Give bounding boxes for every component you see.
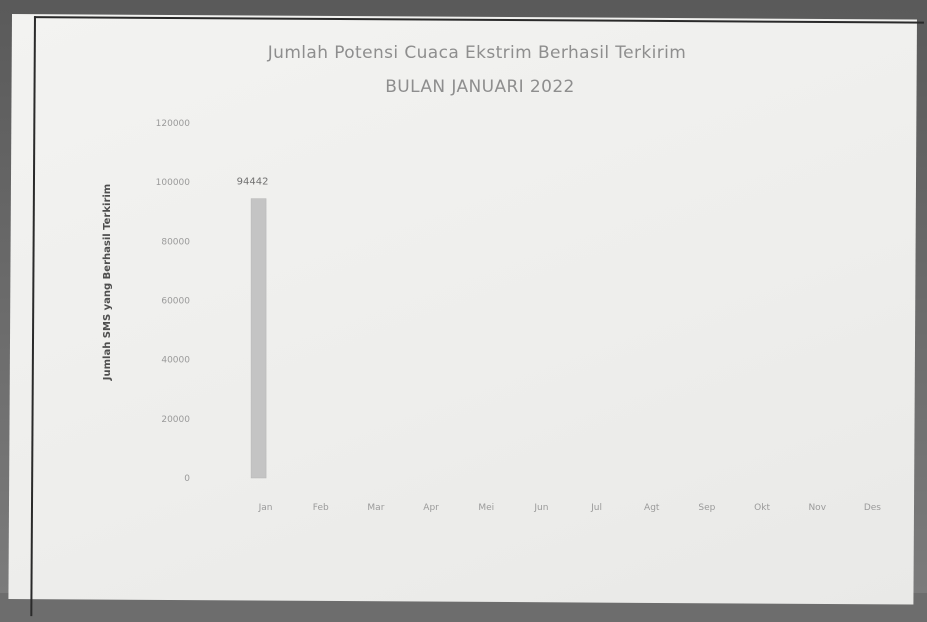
x-tick-label: Mei: [478, 503, 494, 513]
x-tick-label: Sep: [698, 503, 715, 513]
x-tick-label: Jan: [258, 503, 273, 513]
data-labels: 94442: [237, 177, 269, 188]
y-axis-label: Jumlah SMS yang Berhasil Terkirim: [102, 184, 113, 381]
y-tick-label: 40000: [161, 356, 190, 366]
chart-subtitle: BULAN JANUARI 2022: [385, 77, 575, 97]
x-tick-label: Nov: [808, 503, 826, 513]
x-tick-label: Okt: [754, 503, 770, 513]
y-tick-label: 20000: [161, 415, 190, 425]
bars: [250, 198, 267, 479]
data-label-jan: 94442: [237, 177, 269, 188]
x-tick-label: Jun: [533, 503, 548, 513]
chart: Jumlah Potensi Cuaca Ekstrim Berhasil Te…: [102, 43, 882, 513]
y-tick-label: 60000: [161, 297, 190, 307]
x-tick-label: Des: [864, 503, 881, 513]
y-tick-label: 100000: [156, 178, 191, 188]
x-tick-label: Apr: [423, 503, 439, 513]
x-axis-ticks: Jan Feb Mar Apr Mei Jun Jul Agt Sep Okt Nov Des: [258, 503, 882, 513]
x-tick-label: Feb: [313, 503, 329, 513]
y-tick-label: 120000: [156, 119, 191, 129]
y-tick-label: 0: [184, 474, 190, 484]
x-tick-label: Mar: [367, 503, 384, 513]
chart-title: Jumlah Potensi Cuaca Ekstrim Berhasil Te…: [267, 43, 687, 63]
y-tick-label: 80000: [161, 237, 190, 247]
x-tick-label: Agt: [644, 503, 660, 513]
x-tick-label: Jul: [590, 503, 602, 513]
bar-jan: [250, 198, 267, 479]
y-axis-ticks: 0 20000 40000 60000 80000 100000 120000: [156, 119, 191, 484]
